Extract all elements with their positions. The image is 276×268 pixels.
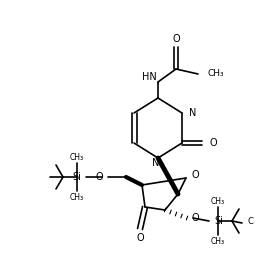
Text: O: O (136, 233, 144, 243)
Text: O: O (209, 138, 217, 148)
Text: CH₃: CH₃ (211, 196, 225, 206)
Text: O: O (191, 213, 199, 223)
Text: CH₃: CH₃ (70, 192, 84, 202)
Text: HN: HN (142, 72, 156, 82)
Text: Si: Si (214, 216, 223, 226)
Text: O: O (172, 34, 180, 44)
Text: CH₃: CH₃ (211, 236, 225, 245)
Text: O: O (191, 170, 199, 180)
Text: N: N (189, 108, 197, 118)
Text: CH₃: CH₃ (208, 69, 225, 79)
Text: O: O (95, 172, 103, 182)
Text: CH₃: CH₃ (70, 152, 84, 162)
Text: C: C (247, 217, 253, 225)
Text: Si: Si (72, 172, 81, 182)
Text: N: N (152, 158, 160, 168)
